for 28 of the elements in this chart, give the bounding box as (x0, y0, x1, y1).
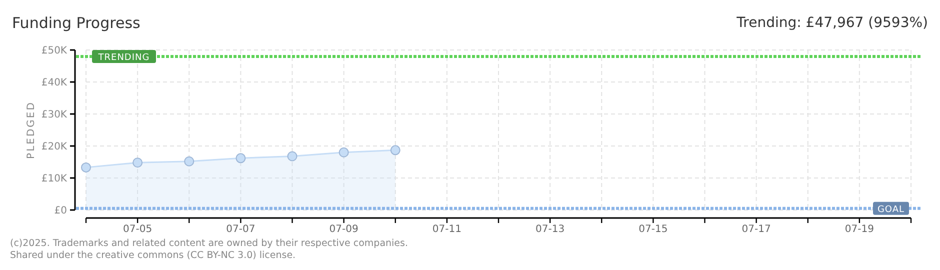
point (287, 151, 298, 162)
y-axis-title: PLEDGED (26, 101, 37, 159)
ref-line-label: TRENDING (97, 53, 150, 64)
text: (c)2025. Trademarks and related content are owned by their respective companies. (10, 238, 408, 249)
y-tick-label: £30K (41, 110, 68, 120)
point (132, 158, 143, 168)
x-tick-label: 07-13 (536, 224, 565, 235)
text: Shared under the creative commons (CC BY-NC 3.0) license. (10, 250, 296, 261)
y-tick-label: £10K (41, 174, 68, 184)
point (236, 153, 246, 164)
x-tick-label: 07-19 (844, 224, 874, 235)
x-tick-label: 07-05 (123, 224, 152, 235)
x-tick-label: 07-11 (432, 224, 462, 235)
y-tick-label: £0 (54, 206, 67, 216)
ref-line-label: GOAL (877, 204, 905, 215)
y-tick-label: £40K (41, 78, 68, 88)
y-tick-label: £20K (41, 142, 68, 152)
chart-subtitle: Trending: £47,967 (9593%) (736, 15, 928, 31)
x-tick-label: 07-09 (329, 224, 358, 235)
x-tick-label: 07-17 (742, 224, 771, 235)
point (390, 145, 400, 156)
x-tick-label: 07-07 (226, 224, 256, 235)
point (338, 147, 349, 158)
chart-title: Funding Progress (12, 14, 141, 32)
point (184, 156, 194, 166)
x-tick-label: 07-15 (638, 224, 668, 235)
point (81, 162, 91, 172)
y-tick-label: £50K (41, 46, 68, 56)
